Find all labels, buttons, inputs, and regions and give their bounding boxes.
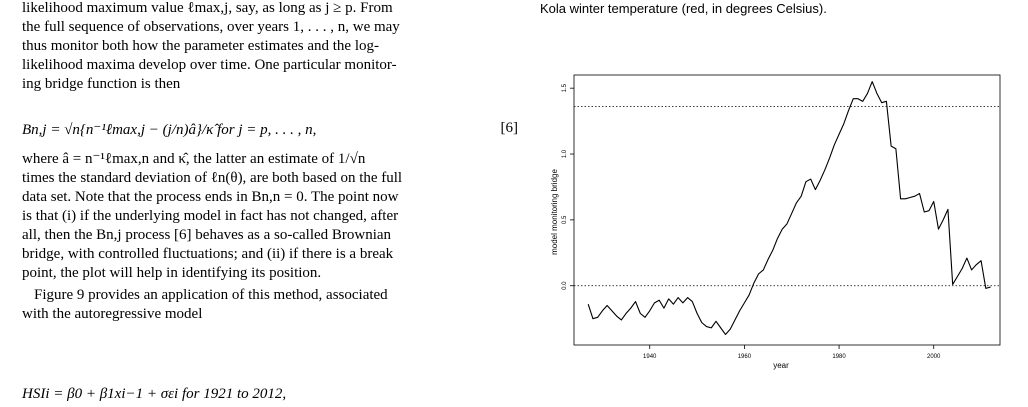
y-tick-label: 0.5 [562, 215, 568, 224]
equation-hsi: HSIi = β0 + β1xi−1 + σεi for 1921 to 201… [22, 386, 518, 403]
text-line: where â = n⁻¹ℓmax,n and κ̂, the latter a… [22, 151, 366, 167]
text-line: bridge, with controlled fluctuations; an… [22, 246, 394, 262]
y-tick-label: 1.5 [562, 83, 568, 92]
monitoring-bridge-chart: 1940 1960 1980 2000 0.0 0.5 1.0 1.5 year model… [550, 74, 1001, 370]
series-group [587, 81, 991, 336]
series-line [587, 81, 991, 336]
y-axis-label: model monitoring bridge [550, 169, 559, 255]
paragraph-3: Figure 9 provides an application of this… [22, 286, 518, 324]
equation-6-number: [6] [500, 120, 519, 136]
text-line: Figure 9 provides an application of this… [34, 287, 388, 303]
text-line: data set. Note that the process ends in … [22, 189, 399, 205]
y-tick-label: 1.0 [562, 149, 568, 158]
reference-lines [574, 106, 1000, 287]
equation-6-body: Bn,j = √n{n⁻¹ℓmax,j − (j/n)â}/κ̂ for j =… [22, 122, 317, 138]
text-line: the full sequence of observations, over … [22, 19, 400, 35]
x-axis: 1940 1960 1980 2000 [643, 345, 941, 360]
x-tick-label: 1980 [832, 354, 846, 360]
y-tick-label: 0.0 [562, 281, 568, 290]
text-line: all, then the Bn,j process [6] behaves a… [22, 227, 392, 243]
paragraph-1: likelihood maximum value ℓmax,j, say, as… [22, 0, 518, 94]
x-tick-label: 1940 [643, 354, 657, 360]
text-line: ing bridge function is then [22, 76, 181, 92]
text-line: thus monitor both how the parameter esti… [22, 38, 379, 54]
y-axis: 0.0 0.5 1.0 1.5 [562, 83, 574, 290]
text-line: with the autoregressive model [22, 306, 203, 322]
text-line: point, the plot will help in identifying… [22, 265, 322, 281]
plot-frame [573, 74, 1001, 346]
plot-border [573, 74, 1001, 346]
x-tick-label: 1960 [738, 354, 752, 360]
paragraph-2: where â = n⁻¹ℓmax,n and κ̂, the latter a… [22, 150, 518, 283]
text-line: likelihood maxima develop over time. One… [22, 57, 397, 73]
equation-hsi-body: HSIi = β0 + β1xi−1 + σεi for 1921 to 201… [22, 386, 287, 402]
x-axis-label: year [773, 361, 789, 370]
x-tick-label: 2000 [927, 354, 941, 360]
text-line: is that (i) if the underlying model in f… [22, 208, 399, 224]
text-line: times the standard deviation of ℓn(θ), a… [22, 170, 403, 186]
equation-6: Bn,j = √n{n⁻¹ℓmax,j − (j/n)â}/κ̂ for j =… [22, 120, 518, 139]
text-line: likelihood maximum value ℓmax,j, say, as… [22, 0, 393, 16]
figure-caption-fragment: Kola winter temperature (red, in degrees… [540, 1, 827, 16]
